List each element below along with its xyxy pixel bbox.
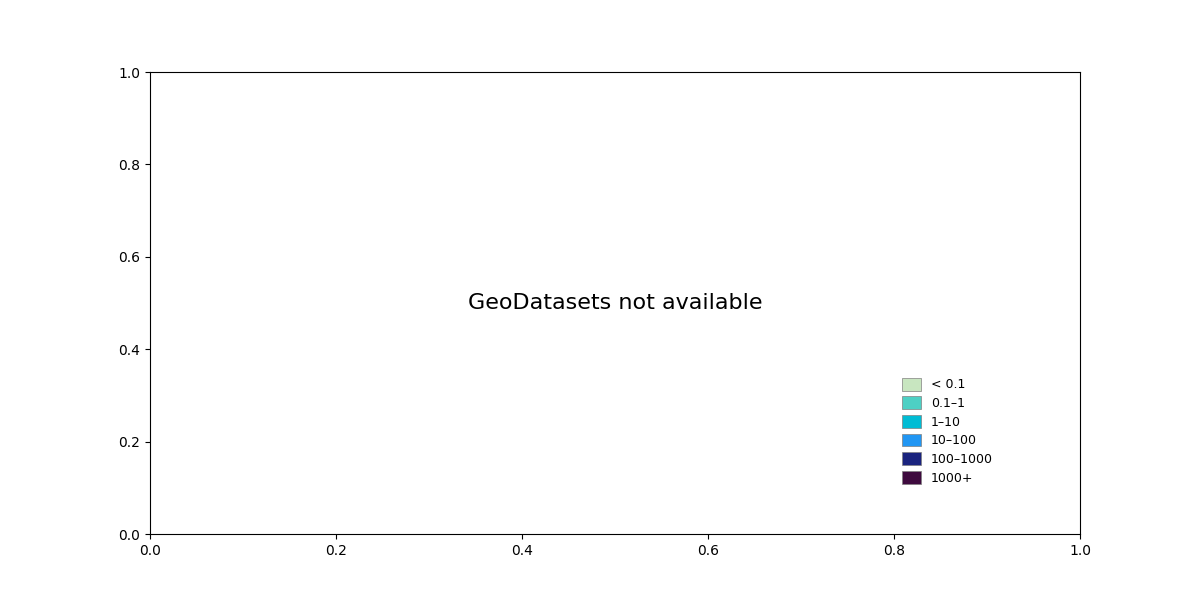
Legend: < 0.1, 0.1–1, 1–10, 10–100, 100–1000, 1000+: < 0.1, 0.1–1, 1–10, 10–100, 100–1000, 10… — [896, 371, 1000, 491]
Text: GeoDatasets not available: GeoDatasets not available — [468, 293, 762, 313]
